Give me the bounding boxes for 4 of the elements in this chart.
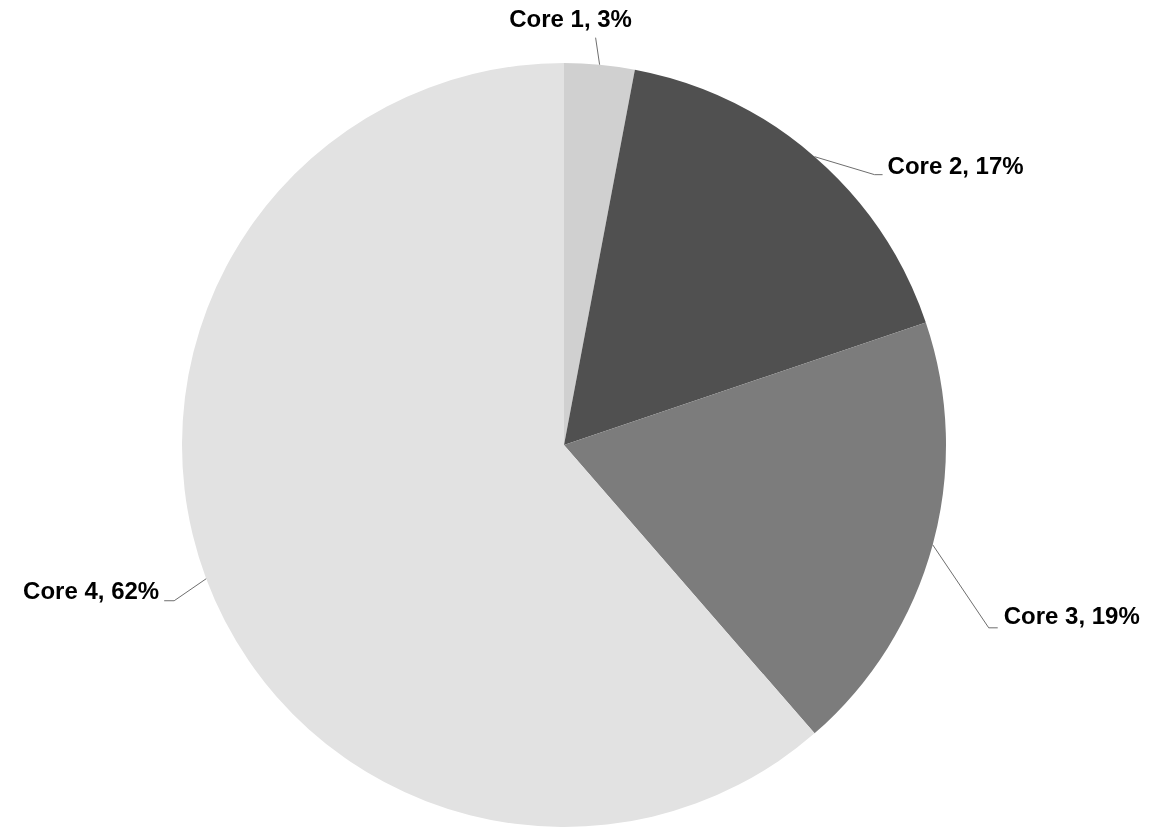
slice-label: Core 1, 3% bbox=[509, 5, 632, 33]
slice-label: Core 2, 17% bbox=[887, 152, 1024, 180]
slice-label: Core 4, 62% bbox=[23, 577, 160, 605]
slice-label: Core 3, 19% bbox=[1003, 602, 1140, 630]
